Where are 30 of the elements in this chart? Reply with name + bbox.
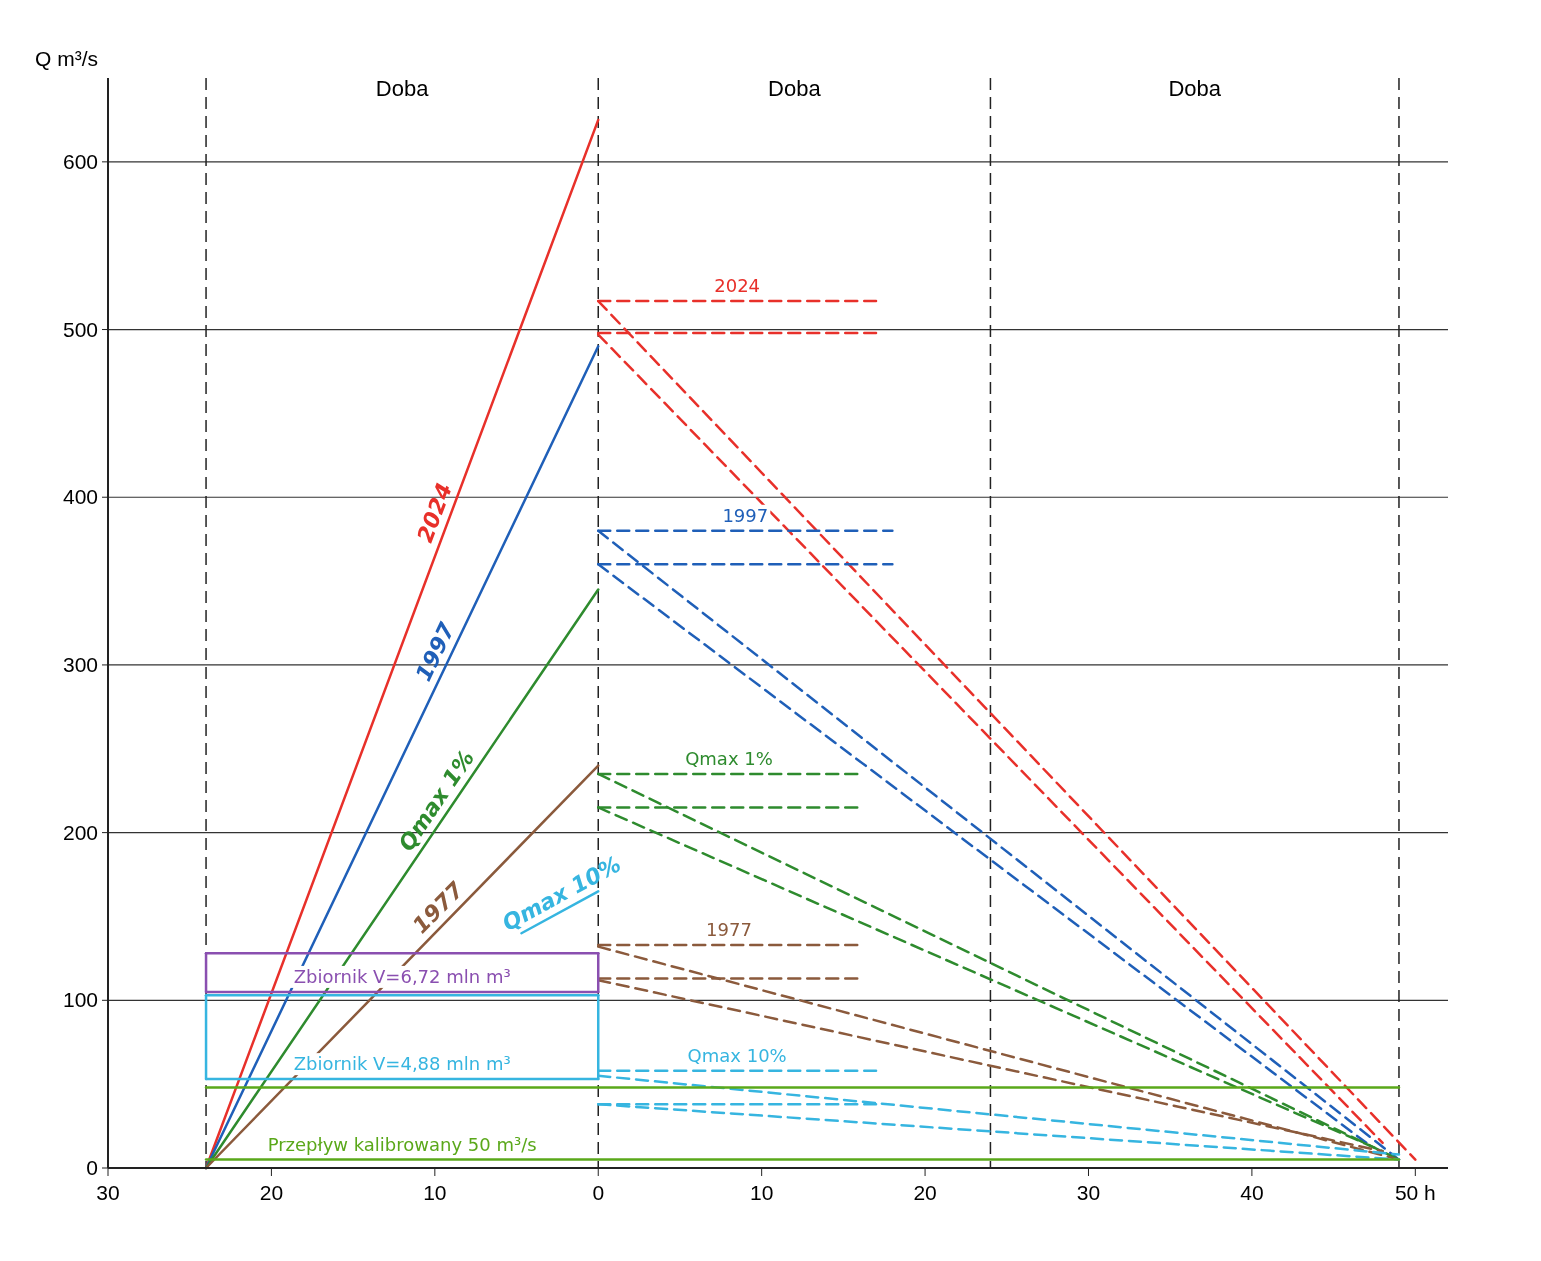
x-tick-label: 40 <box>1240 1181 1264 1204</box>
x-tick-label: 10 <box>749 1181 774 1204</box>
annotation: Doba <box>1168 76 1222 101</box>
x-tick-label: 0 <box>592 1181 605 1204</box>
text: 2024 <box>412 479 458 546</box>
series-label: Zbiornik V=4,88 mln m³ <box>293 1053 511 1075</box>
x-tick-label: 20 <box>913 1181 937 1204</box>
series-label: 2024 <box>714 275 761 297</box>
x-tick-label: 20 <box>259 1181 284 1204</box>
y-tick-label: 100 <box>62 988 98 1012</box>
x-tick-label: 10 <box>423 1181 447 1204</box>
x-tick-label: 30 <box>96 1181 120 1204</box>
series-label: Qmax 1% <box>685 747 773 769</box>
y-tick-label: 600 <box>62 149 98 173</box>
y-tick-label: 0 <box>86 1156 98 1179</box>
text: 1997 <box>410 618 460 685</box>
y-tick-label: 300 <box>62 652 98 676</box>
series-label: Zbiornik V=6,72 mln m³ <box>293 965 511 987</box>
series-label: 1997 <box>722 504 769 526</box>
y-tick-label: 500 <box>62 317 98 341</box>
y-tick-label: 400 <box>62 485 98 509</box>
series-label: Przepływ kalibrowany 50 m³/s <box>267 1133 537 1155</box>
y-tick-label: 200 <box>62 820 98 844</box>
annotation: Doba <box>375 76 430 101</box>
x-tick-label: 30 <box>1076 1181 1101 1204</box>
series-label: Qmax 10% <box>687 1044 787 1066</box>
series-label: 1977 <box>706 918 752 940</box>
annotation: Doba <box>768 76 822 101</box>
y-axis-title: Q m³/s <box>35 47 98 70</box>
x-tick-label: 50 h <box>1394 1181 1436 1204</box>
